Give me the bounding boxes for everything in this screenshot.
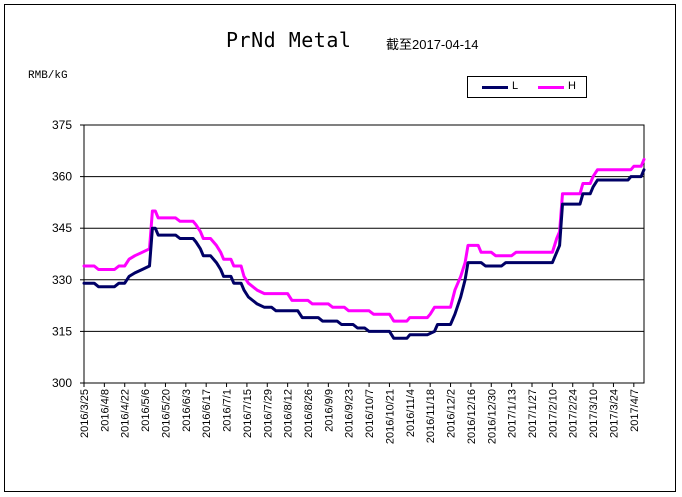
x-tick-label-23: 2017/2/10 — [547, 389, 559, 438]
legend: L H — [467, 76, 587, 98]
series-line-l — [82, 168, 646, 340]
y-axis-unit: RMB/kG — [28, 70, 68, 82]
y-tick-label-330: 330 — [52, 273, 72, 287]
x-tick-label-9: 2016/7/29 — [262, 389, 274, 438]
x-tick-label-11: 2016/8/26 — [303, 389, 315, 438]
x-tick-label-17: 2016/11/18 — [425, 389, 437, 443]
x-tick-label-16: 2016/11/4 — [405, 389, 417, 437]
x-tick-label-27: 2017/4/7 — [629, 389, 641, 432]
x-tick-label-18: 2016/12/2 — [446, 389, 458, 438]
x-tick-label-4: 2016/5/20 — [160, 389, 172, 438]
x-tick-label-26: 2017/3/24 — [608, 389, 620, 438]
x-tick-label-10: 2016/8/12 — [283, 389, 295, 438]
y-tick-label-315: 315 — [52, 324, 72, 338]
y-tick-label-360: 360 — [52, 170, 72, 184]
x-tick-label-20: 2016/12/30 — [486, 389, 498, 444]
x-tick-label-8: 2016/7/15 — [242, 389, 254, 438]
x-tick-label-14: 2016/10/7 — [364, 389, 376, 438]
series-line-h — [82, 157, 646, 323]
y-tick-label-300: 300 — [52, 376, 72, 390]
x-tick-label-5: 2016/6/3 — [181, 389, 193, 432]
x-tick-label-25: 2017/3/10 — [588, 389, 600, 438]
y-tick-label-345: 345 — [52, 221, 72, 235]
legend-swatch-l — [482, 86, 508, 89]
x-tick-label-2: 2016/4/22 — [120, 389, 132, 438]
chart-title: PrNd Metal — [226, 28, 352, 52]
x-tick-label-15: 2016/10/21 — [384, 389, 396, 444]
x-tick-label-22: 2017/1/27 — [527, 389, 539, 438]
legend-label-l: L — [512, 80, 519, 92]
legend-swatch-h — [538, 86, 564, 89]
x-tick-label-21: 2017/1/13 — [507, 389, 519, 438]
x-tick-label-13: 2016/9/23 — [344, 389, 356, 438]
legend-label-h: H — [568, 80, 576, 92]
y-tick-label-375: 375 — [52, 118, 72, 132]
chart-subtitle: 截至2017-04-14 — [386, 37, 479, 52]
x-tick-label-6: 2016/6/17 — [201, 389, 213, 438]
x-tick-label-7: 2016/7/1 — [222, 389, 234, 432]
x-tick-label-12: 2016/9/9 — [323, 389, 335, 432]
x-tick-label-1: 2016/4/8 — [99, 389, 111, 432]
plot-area — [83, 124, 645, 384]
x-tick-label-24: 2017/2/24 — [568, 389, 580, 438]
x-tick-label-19: 2016/12/16 — [466, 389, 478, 444]
x-tick-label-0: 2016/3/25 — [79, 389, 91, 438]
x-tick-label-3: 2016/5/6 — [140, 389, 152, 432]
